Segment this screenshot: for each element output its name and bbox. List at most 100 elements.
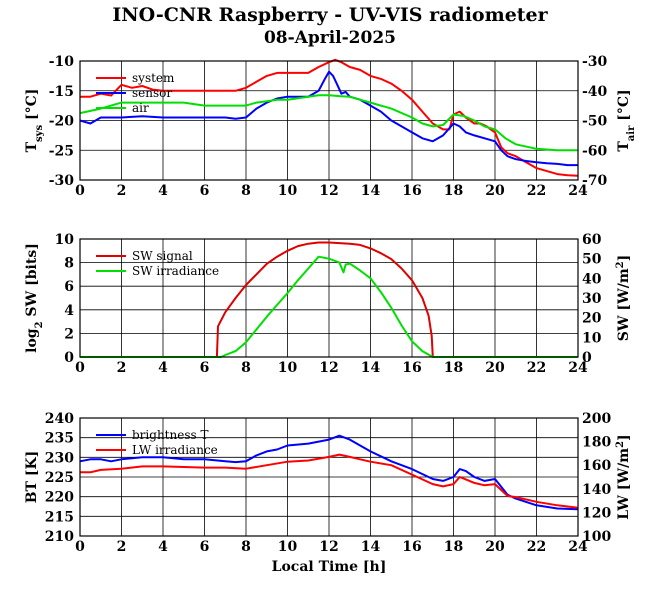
x-tick-label: 10 [278, 539, 298, 555]
x-tick-label: 14 [361, 360, 381, 376]
y-tick-label-right: -60 [582, 143, 608, 159]
legend-label: system [132, 71, 175, 85]
x-tick-label: 20 [485, 360, 505, 376]
legend-label: air [132, 101, 149, 115]
y-tick-label-right: -70 [582, 173, 608, 189]
x-tick-label: 22 [527, 360, 546, 376]
legend-label: LW irradiance [132, 443, 218, 457]
x-tick-label: 10 [278, 183, 298, 199]
x-tick-label: 8 [241, 539, 251, 555]
y-tick-label-left: 0 [64, 350, 74, 366]
x-tick-label: 8 [241, 183, 251, 199]
y-axis-label-right: LW [W/m2] [615, 434, 633, 519]
x-tick-label: 4 [158, 183, 168, 199]
x-tick-label: 20 [485, 183, 505, 199]
x-tick-label: 2 [117, 360, 127, 376]
x-tick-label: 24 [568, 539, 588, 555]
series-lw-irradiance [80, 453, 579, 509]
y-axis-label-right: SW [W/m2] [615, 255, 633, 342]
y-tick-label-right: -40 [582, 84, 608, 100]
legend-label: SW irradiance [132, 264, 219, 278]
x-tick-label: 20 [485, 539, 505, 555]
x-tick-label: 14 [361, 539, 381, 555]
x-tick-label: 22 [527, 183, 546, 199]
x-tick-label: 18 [444, 360, 463, 376]
x-tick-label: 4 [158, 539, 168, 555]
x-tick-label: 12 [319, 183, 338, 199]
x-tick-label: 10 [278, 360, 298, 376]
y-axis-label-right: Tair [°C] [616, 89, 637, 151]
x-tick-label: 18 [444, 539, 463, 555]
y-tick-label-right: 30 [582, 291, 602, 307]
x-tick-label: 6 [200, 183, 210, 199]
y-tick-label-right: 120 [582, 505, 611, 521]
panel-temperature: 0 2 4 6 8 10 12 14 16 18 20 22 24-30-25-20-15-10-70-… [24, 54, 637, 199]
series-sw-irradiance [80, 255, 578, 358]
y-tick-label-left: 220 [45, 490, 74, 506]
y-tick-label-right: 0 [582, 350, 592, 366]
series-air [79, 94, 578, 152]
y-tick-label-left: 215 [45, 509, 74, 525]
x-tick-label: 2 [117, 539, 127, 555]
y-tick-label-right: 140 [582, 482, 611, 498]
x-tick-label: 6 [200, 360, 210, 376]
y-tick-label-left: 240 [45, 411, 74, 427]
plot-frame [79, 417, 579, 537]
y-tick-label-right: 10 [582, 330, 602, 346]
x-tick-label: 0 [75, 183, 85, 199]
x-tick-label: 0 [75, 539, 85, 555]
x-tick-label: 12 [319, 360, 338, 376]
x-tick-label: 0 [75, 360, 85, 376]
chart-title: INO-CNR Raspberry - UV-VIS radiometer [112, 4, 548, 26]
panel-longwave: 0 2 4 6 8 10 12 14 16 18 20 22 242102152202252302352… [24, 411, 632, 575]
x-tick-label: 18 [444, 183, 463, 199]
x-tick-label: 6 [200, 539, 210, 555]
y-tick-label-right: 100 [582, 529, 611, 545]
series-system [80, 58, 579, 177]
y-tick-label-right: 180 [582, 435, 611, 451]
series-sw-signal [80, 241, 578, 358]
x-tick-label: 16 [402, 183, 421, 199]
x-tick-label: 16 [402, 360, 421, 376]
y-tick-label-left: 4 [64, 303, 74, 319]
y-tick-label-left: 6 [64, 279, 74, 295]
y-tick-label-right: 40 [582, 271, 602, 287]
x-axis-label: Local Time [h] [272, 559, 387, 575]
series-brightness-t [79, 434, 579, 511]
x-tick-label: 24 [568, 183, 588, 199]
y-tick-label-left: -10 [49, 54, 75, 70]
x-tick-label: 24 [568, 360, 588, 376]
x-tick-label: 16 [402, 539, 421, 555]
y-tick-label-right: 160 [582, 458, 611, 474]
plot-frame [79, 238, 579, 358]
y-tick-label-right: 20 [582, 311, 602, 327]
y-axis-label-left: BT [K] [24, 451, 40, 504]
y-tick-label-right: 200 [582, 411, 611, 427]
y-tick-label-left: 2 [64, 326, 74, 342]
y-tick-label-left: -30 [49, 173, 75, 189]
x-tick-label: 12 [319, 539, 338, 555]
y-tick-label-left: 10 [55, 232, 75, 248]
y-tick-label-left: 210 [45, 529, 74, 545]
x-tick-label: 4 [158, 360, 168, 376]
y-tick-label-right: -50 [582, 114, 608, 130]
legend-label: brightness T [132, 428, 208, 442]
x-tick-label: 22 [527, 539, 546, 555]
y-axis-label-left: Tsys [°C] [24, 89, 45, 153]
y-tick-label-left: 230 [45, 450, 74, 466]
y-tick-label-left: 235 [45, 431, 74, 447]
legend-label: sensor [132, 86, 172, 100]
y-tick-label-left: -20 [49, 114, 75, 130]
y-tick-label-left: 225 [45, 470, 74, 486]
y-tick-label-right: -30 [582, 54, 608, 70]
plot-frame [79, 60, 579, 181]
chart-date: 08-April-2025 [263, 28, 397, 48]
x-tick-label: 2 [117, 183, 127, 199]
x-tick-label: 14 [361, 183, 381, 199]
y-axis-label-left: log2 SW [bits] [24, 243, 45, 353]
panel-shortwave: 0 2 4 6 8 10 12 14 16 18 20 22 240246810010203040506… [24, 232, 632, 376]
y-tick-label-left: 8 [64, 256, 74, 272]
y-tick-label-right: 60 [582, 232, 602, 248]
